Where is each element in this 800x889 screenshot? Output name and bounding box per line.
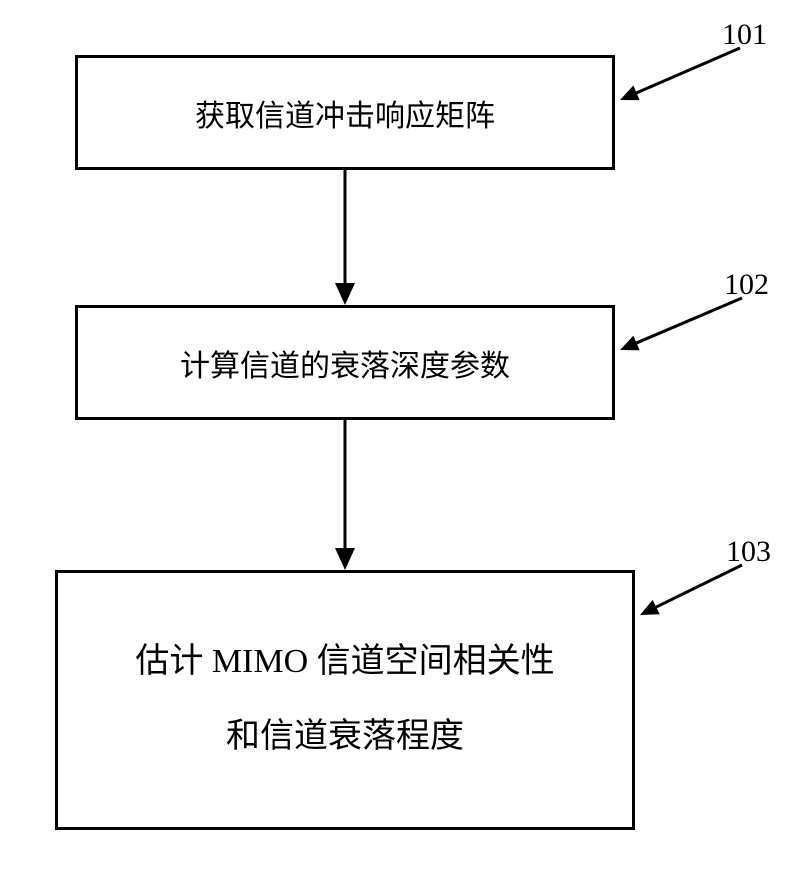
diagram-canvas: 获取信道冲击响应矩阵 计算信道的衰落深度参数 估计 MIMO 信道空间相关性 和… <box>0 0 800 889</box>
flow-node-3-text: 估计 MIMO 信道空间相关性 和信道衰落程度 <box>135 625 554 775</box>
flow-node-3: 估计 MIMO 信道空间相关性 和信道衰落程度 <box>55 570 635 830</box>
callout-label-102: 102 <box>724 268 769 302</box>
flow-node-2: 计算信道的衰落深度参数 <box>75 305 615 420</box>
callout-label-103: 103 <box>726 535 771 569</box>
flow-node-1-text: 获取信道冲击响应矩阵 <box>195 91 495 135</box>
flow-node-1: 获取信道冲击响应矩阵 <box>75 55 615 170</box>
callout-label-101: 101 <box>722 18 767 52</box>
flow-node-2-text: 计算信道的衰落深度参数 <box>180 341 510 385</box>
